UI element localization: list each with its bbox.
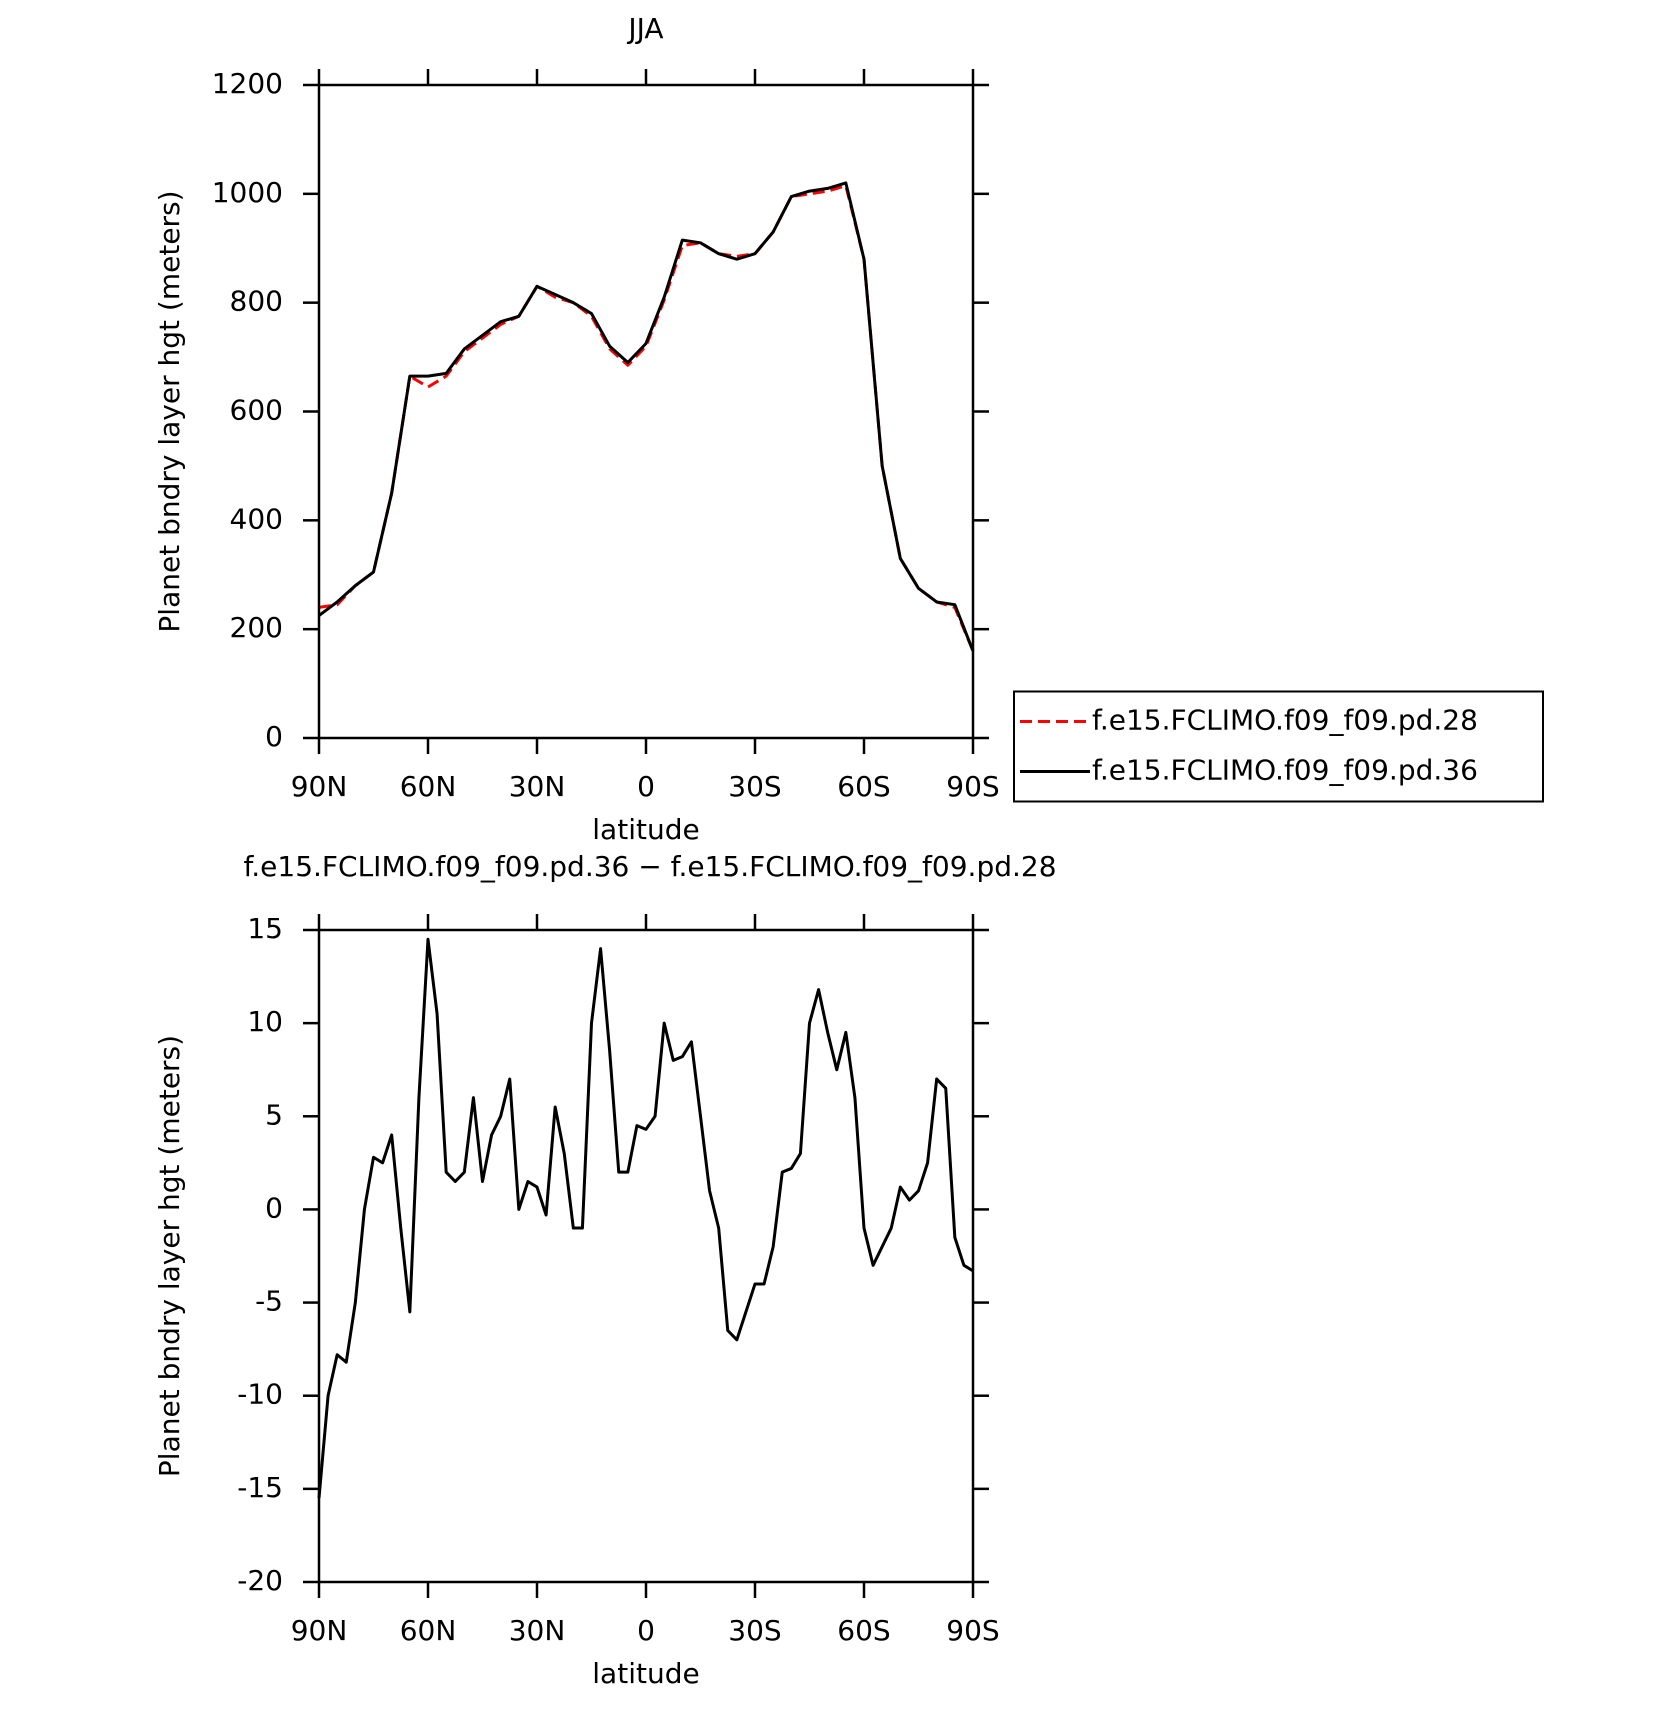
x-tick-label: 90N [291,770,348,803]
x-tick-label: 30N [509,770,566,803]
legend-label: f.e15.FCLIMO.f09_f09.pd.28 [1092,704,1478,737]
plot-frame [317,928,975,1584]
x-tick-label: 30N [509,1614,566,1647]
y-tick-label: 0 [265,1191,283,1224]
x-tick-label: 30S [728,1614,781,1647]
y-tick-label: 1200 [212,67,283,100]
chart: f.e15.FCLIMO.f09_f09.pd.36 − f.e15.FCLIM… [153,850,1057,1690]
y-tick-label: -15 [237,1471,283,1504]
chart-title: JJA [626,12,663,45]
x-tick-label: 60S [837,1614,890,1647]
y-tick-label: 15 [247,912,283,945]
y-tick-label: 5 [265,1098,283,1131]
x-tick-label: 30S [728,770,781,803]
x-tick-label: 60S [837,770,890,803]
data-line [318,181,975,652]
x-tick-label: 90S [946,1614,999,1647]
x-tick-label: 90N [291,1614,348,1647]
x-axis-label: latitude [592,1657,699,1690]
y-tick-label: 400 [230,502,283,535]
y-tick-label: 1000 [212,176,283,209]
x-tick-label: 0 [637,770,655,803]
y-tick-label: 600 [230,394,283,427]
y-tick-label: -5 [255,1285,283,1318]
y-tick-label: 800 [230,285,283,318]
x-tick-label: 90S [946,770,999,803]
y-axis-label: Planet bndry layer hgt (meters) [153,190,186,632]
x-axis-label: latitude [592,813,699,846]
y-axis-label: Planet bndry layer hgt (meters) [153,1035,186,1477]
y-tick-label: -10 [237,1378,283,1411]
legend-box [1013,690,1544,803]
legend-label: f.e15.FCLIMO.f09_f09.pd.36 [1092,754,1478,787]
plot-frame [317,83,975,740]
x-tick-label: 60N [400,1614,457,1647]
x-tick-label: 60N [400,770,457,803]
chart: JJA latitude Planet bndry layer hgt (meter… [153,12,1544,846]
y-tick-label: -20 [237,1564,283,1597]
chart-title: f.e15.FCLIMO.f09_f09.pd.36 − f.e15.FCLIM… [243,850,1056,883]
data-line [318,184,975,652]
x-tick-label: 0 [637,1614,655,1647]
data-line [317,937,974,1499]
y-tick-label: 10 [247,1005,283,1038]
y-tick-label: 200 [230,611,283,644]
y-tick-label: 0 [265,720,283,753]
